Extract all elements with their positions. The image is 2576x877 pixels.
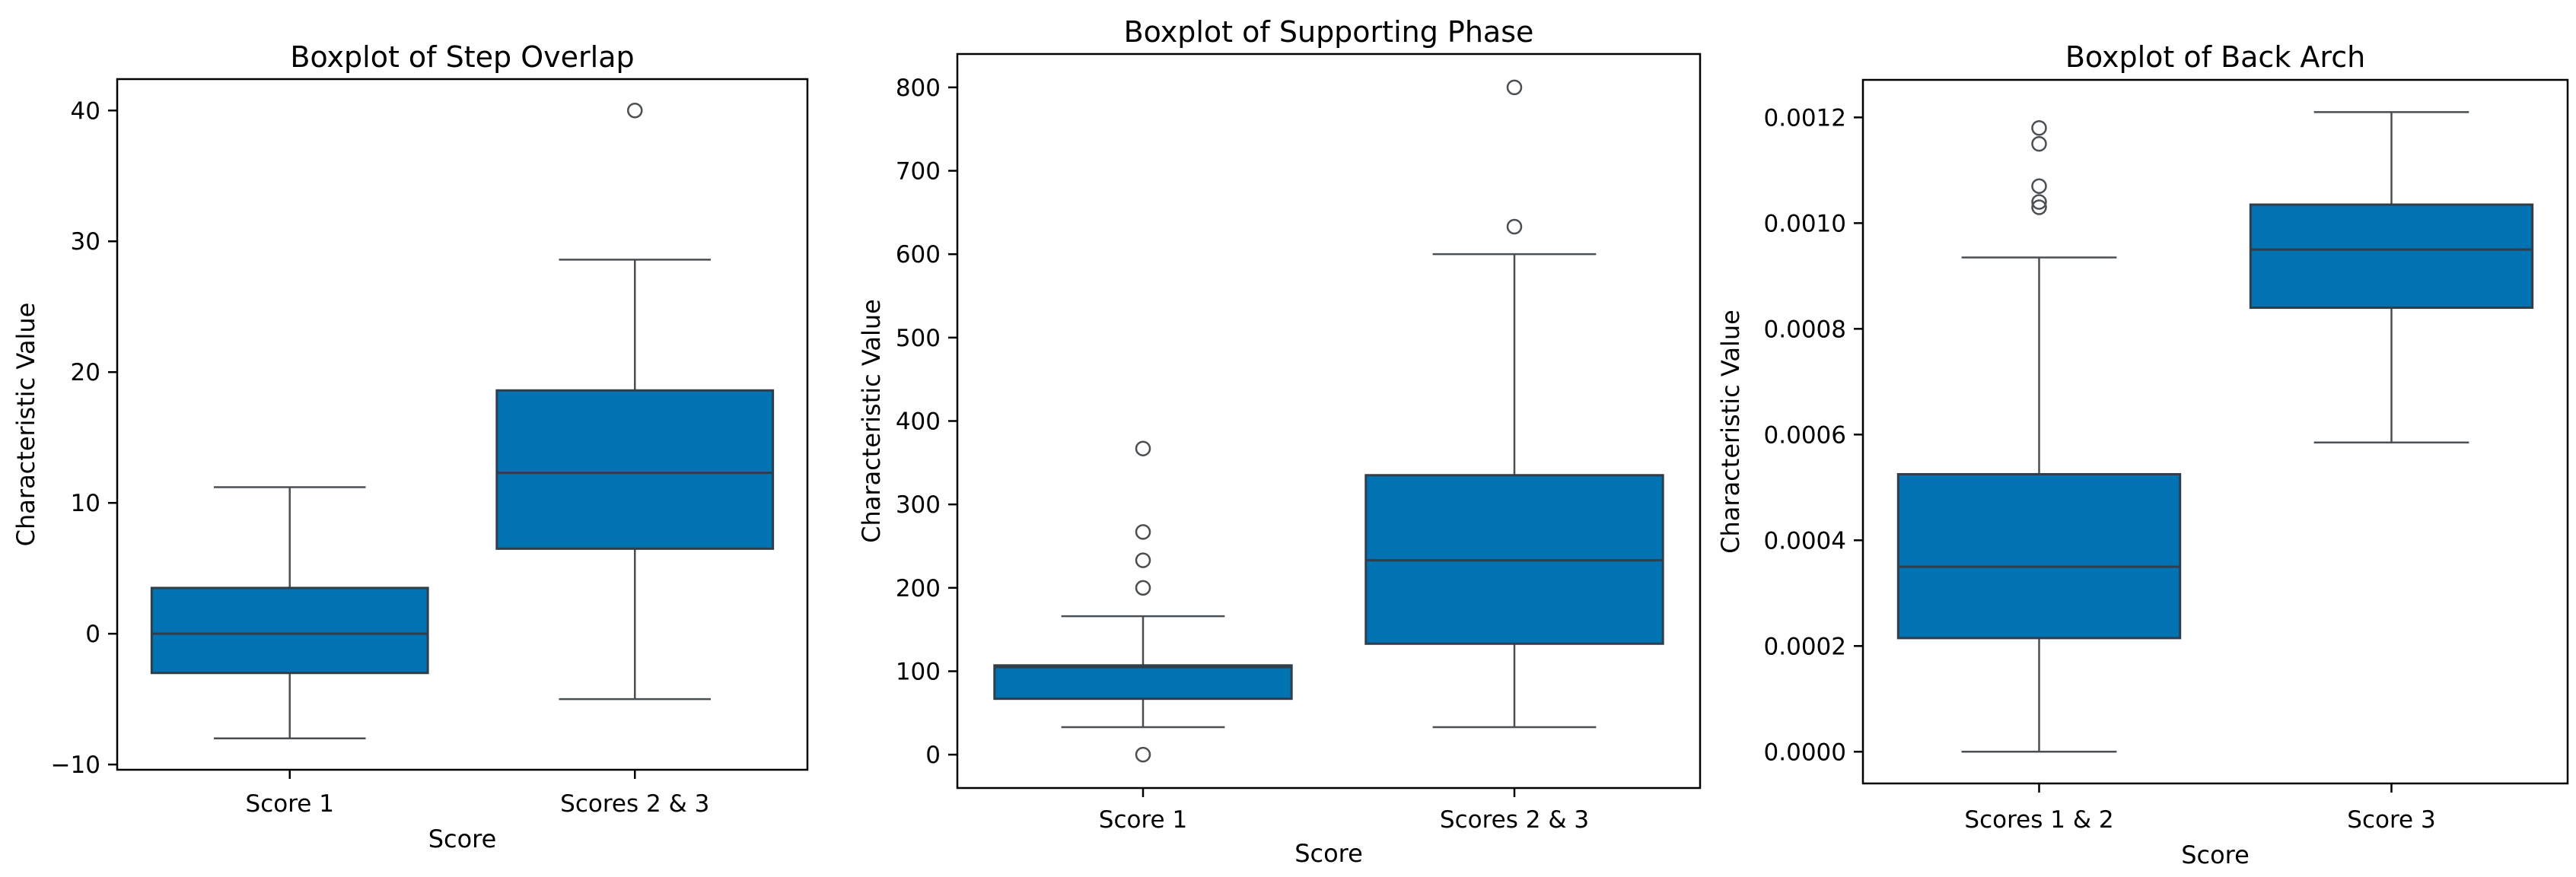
outlier-point	[2031, 119, 2047, 136]
outlier-point	[1135, 524, 1151, 540]
y-tick-label: 200	[896, 575, 941, 602]
y-tick-label: 0.0010	[1764, 210, 1846, 237]
iqr-box	[993, 664, 1293, 701]
outlier-point	[2031, 199, 2047, 215]
chart-panel-supporting-phase: 0 100 200 300 400 500 600 700 800 Score 1 Scores 2…	[860, 0, 1720, 877]
y-tick-label: 500	[896, 325, 941, 352]
y-tick-label: 10	[71, 490, 100, 517]
y-tick-label: 30	[71, 228, 100, 256]
x-axis-label: Score	[428, 825, 497, 853]
y-tick-label: 100	[896, 658, 941, 685]
chart-title: Boxplot of Back Arch	[2065, 40, 2365, 74]
x-axis-label: Score	[1294, 839, 1363, 868]
chart-title: Boxplot of Supporting Phase	[1124, 15, 1534, 49]
y-tick-label: 0.0002	[1764, 633, 1846, 660]
outlier-point	[1135, 440, 1151, 456]
iqr-box	[2249, 203, 2534, 310]
outlier-point	[1135, 552, 1151, 568]
x-axis-label: Score	[2181, 840, 2250, 869]
outlier-point	[2031, 178, 2047, 194]
y-tick-label: 20	[71, 359, 100, 386]
chart-panel-step-overlap: −10 0 10 20 30 40 Score 1 Scores 2 & 3 Boxplot o…	[0, 0, 860, 877]
y-tick-label: 0.0000	[1764, 739, 1846, 766]
outlier-point	[2031, 194, 2047, 210]
outlier-point	[1506, 79, 1523, 96]
y-tick-label: 0	[925, 742, 941, 769]
outlier-point	[1135, 580, 1151, 596]
iqr-box	[495, 389, 775, 550]
outlier-point	[627, 103, 643, 119]
y-axis-label: Characteristic Value	[11, 303, 40, 547]
y-tick-label: 0.0012	[1764, 104, 1846, 132]
chart-panel-back-arch: 0.0000 0.0002 0.0004 0.0006 0.0008 0.0010 0.00…	[1720, 0, 2576, 877]
y-axis-label: Characteristic Value	[860, 299, 886, 543]
y-tick-label: 0	[85, 621, 100, 648]
y-tick-label: 400	[896, 408, 941, 436]
boxplot-svg-back-arch: 0.0000 0.0002 0.0004 0.0006 0.0008 0.0010 0.00…	[1720, 40, 2569, 869]
outlier-point	[2031, 135, 2047, 152]
y-tick-label: 40	[71, 97, 100, 125]
x-category-label: Scores 2 & 3	[1440, 806, 1589, 834]
x-category-label: Score 1	[246, 790, 334, 818]
x-category-label: Score 1	[1099, 806, 1187, 834]
boxplot-svg-supporting-phase: 0 100 200 300 400 500 600 700 800 Score 1 Scores 2…	[860, 15, 1702, 868]
x-category-label: Scores 1 & 2	[1964, 806, 2113, 834]
chart-title: Boxplot of Step Overlap	[290, 40, 634, 74]
x-category-label: Scores 2 & 3	[560, 790, 709, 818]
boxplot-svg-step-overlap: −10 0 10 20 30 40 Score 1 Scores 2 & 3 Boxplot o…	[11, 40, 809, 853]
y-tick-label: 800	[896, 75, 941, 102]
y-tick-label: 700	[896, 158, 941, 186]
y-tick-label: 0.0004	[1764, 527, 1846, 554]
y-tick-label: 0.0006	[1764, 421, 1846, 449]
y-tick-label: 0.0008	[1764, 316, 1846, 343]
axes-frame	[1861, 78, 2569, 785]
y-tick-label: 600	[896, 241, 941, 269]
iqr-box	[1896, 472, 2182, 640]
y-axis-label: Characteristic Value	[1720, 310, 1745, 554]
y-tick-label: −10	[51, 751, 100, 779]
outlier-point	[1135, 746, 1151, 763]
y-tick-label: 300	[896, 491, 941, 519]
x-category-label: Score 3	[2347, 806, 2435, 834]
outlier-point	[1506, 218, 1523, 235]
iqr-box	[150, 586, 429, 675]
